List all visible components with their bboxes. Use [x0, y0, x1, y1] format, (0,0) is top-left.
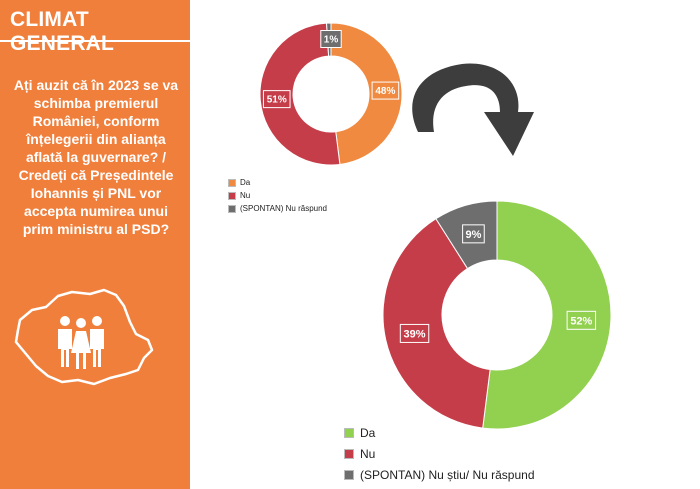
- chart1-slice-0: [330, 22, 403, 165]
- legend-swatch: [344, 427, 354, 438]
- legend-swatch: [344, 448, 354, 459]
- chart1-slice-1: [259, 22, 341, 166]
- chart2-data-label-0: 52%: [570, 315, 592, 327]
- legend-label: Da: [360, 425, 376, 440]
- legend-item: Da: [344, 422, 535, 443]
- chart1-data-label-1: 51%: [267, 95, 287, 106]
- chart2-label-box-0: [566, 310, 597, 330]
- chart1-data-label-0: 48%: [375, 86, 395, 97]
- legend-label: Da: [240, 178, 251, 187]
- legend-item: (SPONTAN) Nu răspund: [228, 202, 327, 215]
- legend-label: (SPONTAN) Nu răspund: [240, 204, 327, 213]
- legend-swatch: [228, 204, 236, 213]
- chart2-label-box-2: [462, 224, 485, 244]
- chart2-slice-1: [382, 218, 491, 429]
- chart1-label-box-2: [320, 30, 342, 48]
- legend-label: Nu: [360, 446, 376, 461]
- legend-chart-1: Da Nu (SPONTAN) Nu răspund: [228, 176, 327, 215]
- survey-question: Ați auzit că în 2023 se va schimba premi…: [13, 77, 179, 237]
- legend-item: Nu: [228, 189, 327, 202]
- legend-label: (SPONTAN) Nu știu/ Nu răspund: [360, 467, 535, 482]
- legend-swatch: [344, 469, 354, 480]
- romania-people-icon: [14, 288, 154, 386]
- chart2-data-label-2: 9%: [465, 229, 481, 241]
- sidebar-panel: CLIMAT GENERAL Ați auzit că în 2023 se v…: [0, 0, 190, 489]
- title-divider: [0, 40, 190, 42]
- chart1-label-box-0: [371, 81, 400, 100]
- legend-item: (SPONTAN) Nu știu/ Nu răspund: [344, 464, 535, 485]
- legend-chart-2: Da Nu (SPONTAN) Nu știu/ Nu răspund: [344, 422, 535, 485]
- legend-swatch: [228, 178, 236, 187]
- chart1-data-label-2: 1%: [324, 35, 339, 46]
- chart1-label-box-1: [262, 90, 291, 109]
- legend-label: Nu: [240, 191, 251, 200]
- legend-item: Nu: [344, 443, 535, 464]
- page-title: CLIMAT GENERAL: [10, 8, 115, 55]
- legend-item: Da: [228, 176, 327, 189]
- chart2-data-label-1: 39%: [404, 328, 426, 340]
- legend-swatch: [228, 191, 236, 200]
- curved-arrow-icon: [412, 63, 534, 156]
- chart2-slice-0: [482, 200, 612, 430]
- chart2-label-box-1: [399, 323, 430, 343]
